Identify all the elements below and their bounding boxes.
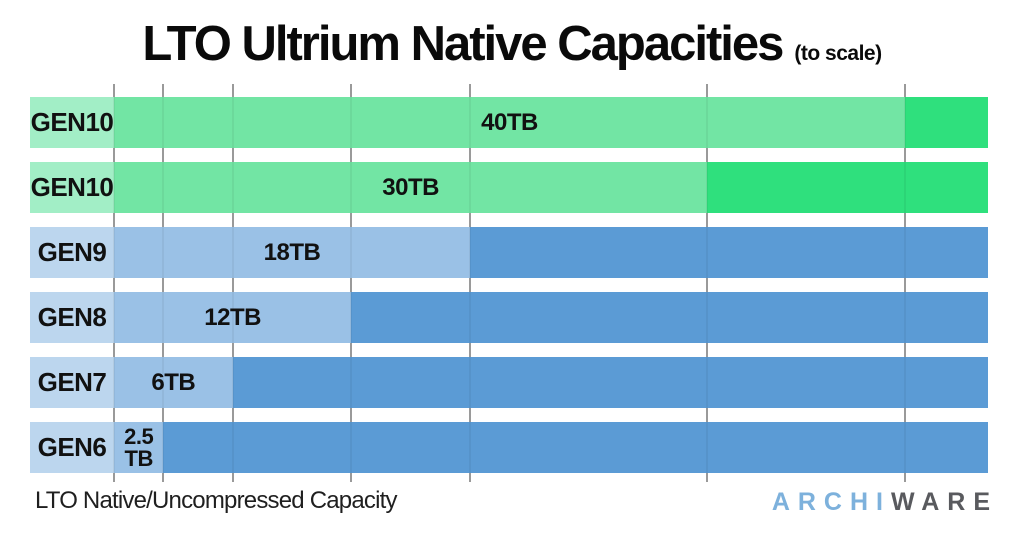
chart-title: LTO Ultrium Native Capacities (to scale) bbox=[0, 16, 1024, 72]
x-axis-caption: LTO Native/Uncompressed Capacity bbox=[35, 487, 397, 514]
bar-value-label: 40TB bbox=[481, 108, 538, 136]
capacity-track bbox=[905, 97, 988, 148]
row-label-box: GEN8 bbox=[30, 292, 114, 343]
archiware-logo: ARCHIWARE bbox=[772, 490, 998, 515]
capacity-track bbox=[163, 422, 988, 473]
gridline bbox=[350, 84, 353, 482]
gridline bbox=[904, 84, 906, 482]
gridline bbox=[231, 84, 234, 482]
capacity-track bbox=[232, 357, 988, 408]
gridline-overlay bbox=[350, 84, 353, 482]
bar-value-label: 30TB bbox=[382, 173, 439, 201]
chart-row: GEN10 40TB bbox=[0, 97, 1024, 148]
bar-value-label: 18TB bbox=[263, 238, 321, 266]
row-label-box: GEN7 bbox=[30, 357, 114, 408]
gridline bbox=[162, 84, 165, 482]
gridline-overlay bbox=[162, 84, 165, 482]
gridline-overlay bbox=[468, 84, 471, 482]
logo-part-archi: ARCHI bbox=[771, 488, 891, 516]
gridline bbox=[113, 84, 115, 482]
gridline bbox=[706, 84, 709, 482]
chart-row: GEN8 12TB bbox=[0, 292, 1024, 343]
chart-row: GEN6 2.5 TB bbox=[0, 422, 1024, 473]
capacity-bar: 2.5 TB bbox=[114, 422, 164, 473]
title-suffix: (to scale) bbox=[794, 42, 882, 65]
capacity-track bbox=[707, 162, 988, 213]
bar-value-label: 12TB bbox=[204, 303, 261, 331]
row-label-box: GEN10 bbox=[30, 162, 114, 213]
row-label-box: GEN10 bbox=[30, 97, 114, 148]
bar-value-label: 2.5 TB bbox=[124, 423, 154, 471]
gridline-overlay bbox=[706, 84, 709, 482]
gridline-overlay bbox=[231, 84, 234, 482]
capacity-track bbox=[469, 227, 988, 278]
capacity-track bbox=[351, 292, 988, 343]
capacity-bar: 18TB bbox=[114, 227, 470, 278]
chart-row: GEN10 30TB bbox=[0, 162, 1024, 213]
title-main: LTO Ultrium Native Capacities bbox=[142, 17, 784, 71]
capacity-bar: 40TB bbox=[114, 97, 905, 148]
gridline-overlay bbox=[113, 84, 115, 482]
gridline-overlay bbox=[904, 84, 906, 482]
capacity-bar: 6TB bbox=[114, 357, 233, 408]
gridline bbox=[468, 84, 471, 482]
chart-row: GEN7 6TB bbox=[0, 357, 1024, 408]
row-label-box: GEN9 bbox=[30, 227, 114, 278]
bar-value-label: 6TB bbox=[151, 368, 196, 396]
chart-row: GEN9 18TB bbox=[0, 227, 1024, 278]
logo-part-ware: WARE bbox=[891, 488, 998, 516]
row-label-box: GEN6 bbox=[30, 422, 114, 473]
capacity-bar: 12TB bbox=[114, 292, 352, 343]
capacity-bar: 30TB bbox=[114, 162, 708, 213]
